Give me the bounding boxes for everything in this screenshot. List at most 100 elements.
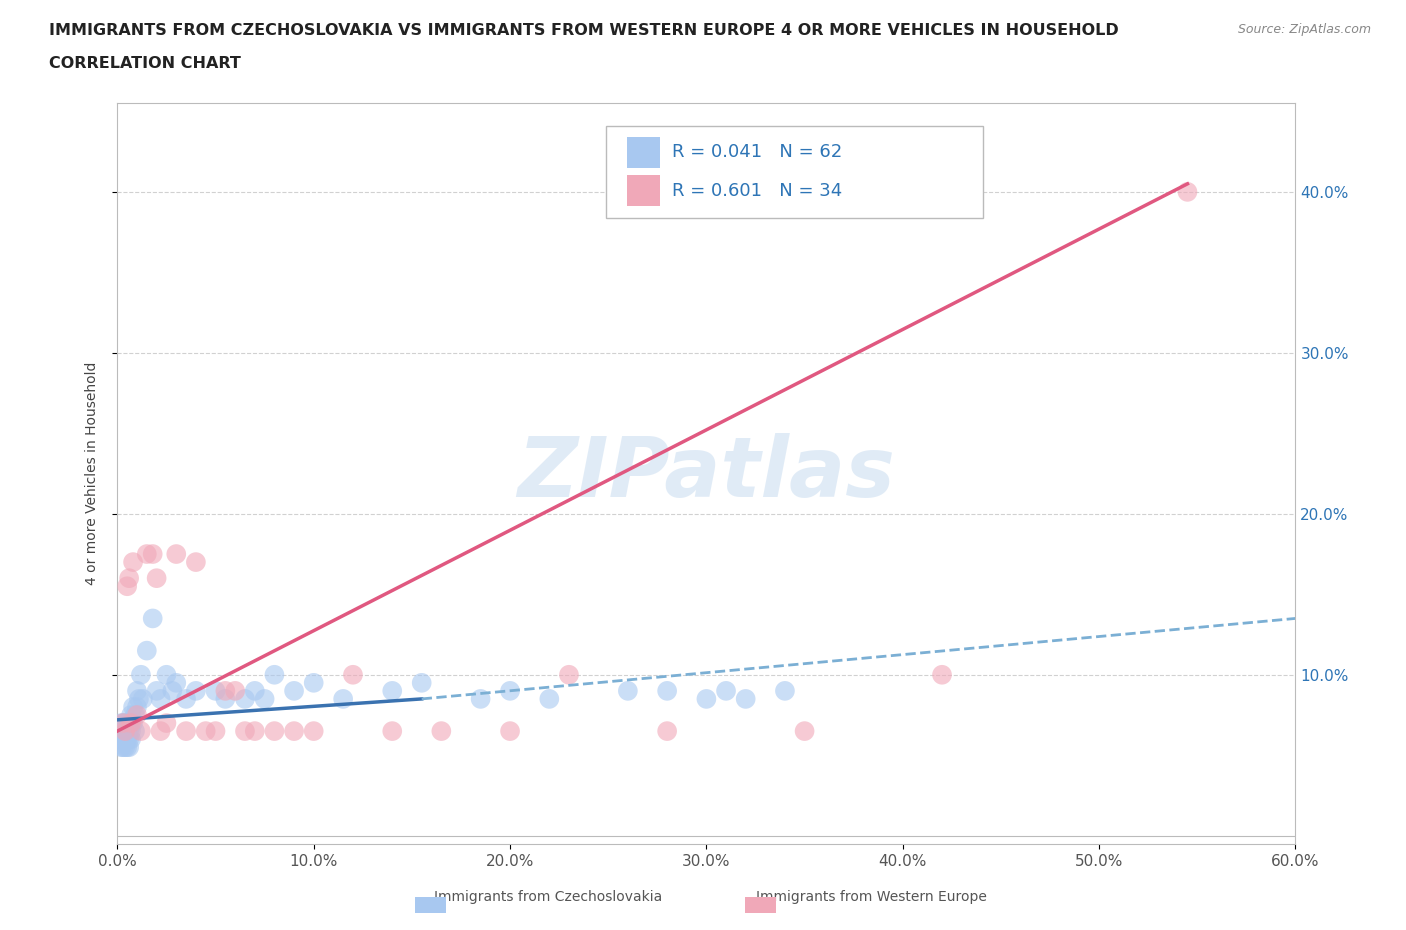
Point — [135, 644, 157, 658]
Point — [114, 715, 136, 730]
Point — [112, 724, 135, 738]
Point — [110, 739, 132, 754]
Point — [381, 684, 404, 698]
Point — [617, 684, 640, 698]
Point — [773, 684, 796, 698]
Point — [411, 675, 433, 690]
Point — [114, 724, 136, 738]
Point — [233, 724, 256, 738]
Point — [142, 547, 165, 562]
Bar — [627, 137, 661, 167]
Point — [122, 554, 145, 569]
Point — [115, 715, 138, 730]
Point — [125, 684, 148, 698]
Point — [204, 684, 226, 698]
Point — [112, 715, 135, 730]
Point — [214, 684, 236, 698]
Point — [112, 739, 135, 754]
Point — [695, 692, 717, 707]
Point — [162, 684, 184, 698]
Point — [115, 732, 138, 747]
Point — [204, 724, 226, 738]
Point — [194, 724, 217, 738]
Point — [793, 724, 815, 738]
Text: ZIPatlas: ZIPatlas — [517, 433, 896, 514]
Point — [115, 724, 138, 738]
Point — [174, 724, 197, 738]
Point — [283, 684, 305, 698]
Point — [142, 611, 165, 626]
Point — [110, 715, 132, 730]
Point — [114, 724, 136, 738]
Point — [499, 684, 522, 698]
Point — [931, 668, 953, 683]
Point — [118, 724, 141, 738]
Point — [184, 554, 207, 569]
Point — [243, 684, 266, 698]
Point — [112, 732, 135, 747]
Point — [120, 708, 142, 723]
Point — [135, 547, 157, 562]
Point — [120, 715, 142, 730]
Point — [110, 732, 132, 747]
Point — [118, 739, 141, 754]
Point — [184, 684, 207, 698]
Text: IMMIGRANTS FROM CZECHOSLOVAKIA VS IMMIGRANTS FROM WESTERN EUROPE 4 OR MORE VEHIC: IMMIGRANTS FROM CZECHOSLOVAKIA VS IMMIGR… — [49, 23, 1119, 38]
Point — [224, 684, 246, 698]
Point — [120, 732, 142, 747]
Point — [283, 724, 305, 738]
Point — [233, 692, 256, 707]
Bar — [627, 175, 661, 206]
Point — [253, 692, 276, 707]
Point — [128, 692, 150, 707]
Point — [302, 724, 325, 738]
Point — [125, 699, 148, 714]
Bar — [606, 126, 983, 219]
Point — [149, 724, 172, 738]
Point — [499, 724, 522, 738]
Point — [149, 692, 172, 707]
Point — [114, 739, 136, 754]
Point — [381, 724, 404, 738]
Point — [118, 571, 141, 586]
Point — [165, 675, 187, 690]
Text: Source: ZipAtlas.com: Source: ZipAtlas.com — [1237, 23, 1371, 36]
Text: Immigrants from Czechoslovakia: Immigrants from Czechoslovakia — [434, 890, 662, 904]
Text: Immigrants from Western Europe: Immigrants from Western Europe — [756, 890, 987, 904]
Point — [145, 571, 167, 586]
Y-axis label: 4 or more Vehicles in Household: 4 or more Vehicles in Household — [86, 362, 100, 585]
Point — [115, 739, 138, 754]
Point — [125, 708, 148, 723]
Point — [155, 668, 177, 683]
Point — [118, 732, 141, 747]
Point — [122, 715, 145, 730]
Point — [120, 724, 142, 738]
Text: CORRELATION CHART: CORRELATION CHART — [49, 56, 240, 71]
Point — [129, 724, 152, 738]
Point — [114, 732, 136, 747]
Point — [145, 684, 167, 698]
Point — [114, 724, 136, 738]
Point — [118, 715, 141, 730]
Text: R = 0.041   N = 62: R = 0.041 N = 62 — [672, 143, 842, 161]
Point — [174, 692, 197, 707]
Point — [538, 692, 561, 707]
Point — [165, 547, 187, 562]
Point — [115, 578, 138, 593]
Text: R = 0.601   N = 34: R = 0.601 N = 34 — [672, 181, 842, 200]
Point — [734, 692, 756, 707]
Point — [124, 708, 146, 723]
Point — [122, 699, 145, 714]
Point — [714, 684, 737, 698]
Point — [263, 724, 285, 738]
Point — [342, 668, 364, 683]
Point — [112, 715, 135, 730]
Point — [155, 715, 177, 730]
Point — [655, 724, 678, 738]
Point — [110, 724, 132, 738]
Point — [470, 692, 492, 707]
Point — [214, 692, 236, 707]
Point — [558, 668, 581, 683]
Point — [430, 724, 453, 738]
Point — [124, 724, 146, 738]
